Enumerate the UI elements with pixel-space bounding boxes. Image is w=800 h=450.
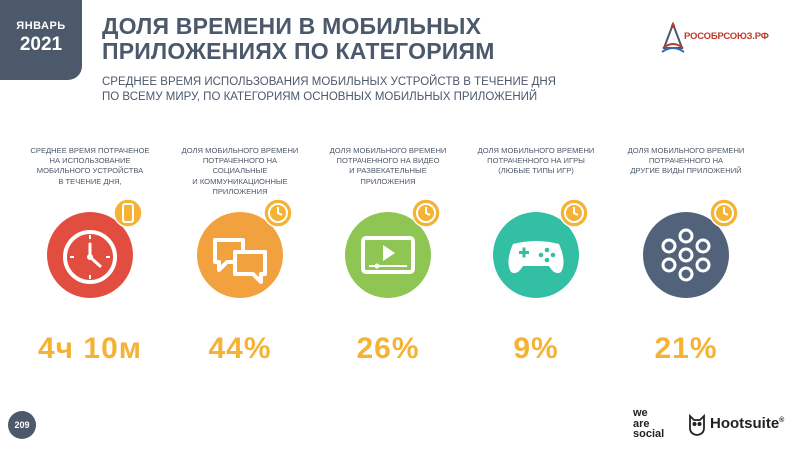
desc-line: ПРИЛОЖЕНИЯ: [360, 176, 416, 186]
gamepad-icon: [491, 198, 589, 300]
metric-description: ДОЛЯ МОБИЛЬНОГО ВРЕМЕНИ ПОТРАЧЕННОГО НА …: [328, 146, 448, 196]
hootsuite-wordmark: Hootsuite: [710, 415, 780, 432]
clock-badge-icon: [263, 198, 293, 228]
metric-social: ДОЛЯ МОБИЛЬНОГО ВРЕМЕНИ ПОТРАЧЕННОГО НА …: [180, 146, 300, 366]
owl-icon: [689, 414, 705, 436]
metric-daily-time: СРЕДНЕЕ ВРЕМЯ ПОТРАЧЕНОЕ НА ИСПОЛЬЗОВАНИ…: [30, 146, 150, 366]
desc-line: (ЛЮБЫЕ ТИПЫ ИГР): [498, 166, 574, 176]
desc-line: НА ИСПОЛЬЗОВАНИЕ: [49, 156, 131, 166]
desc-line: ДРУГИЕ ВИДЫ ПРИЛОЖЕНИЙ: [630, 166, 742, 176]
metric-video: ДОЛЯ МОБИЛЬНОГО ВРЕМЕНИ ПОТРАЧЕННОГО НА …: [328, 146, 448, 366]
date-badge: ЯНВАРЬ 2021: [0, 0, 82, 80]
desc-line: И КОММУНИКАЦИОННЫЕ: [192, 176, 288, 186]
subtitle-line-1: СРЕДНЕЕ ВРЕМЯ ИСПОЛЬЗОВАНИЯ МОБИЛЬНЫХ УС…: [102, 76, 556, 88]
partner-logo-text: РОСОБРСОЮЗ.РФ: [684, 31, 769, 42]
clock-phone-icon: [45, 198, 143, 300]
desc-line: ПОТРАЧЕННОГО НА СОЦИАЛЬНЫЕ: [202, 156, 278, 176]
desc-line: ПОТРАЧЕННОГО НА: [648, 156, 724, 166]
partner-emblem-icon: [661, 22, 685, 53]
we-are-social-logo: we are social: [633, 408, 664, 440]
desc-line: ПОТРАЧЕННОГО НА ВИДЕО: [336, 156, 440, 166]
phone-badge-icon: [113, 198, 143, 228]
metric-description: ДОЛЯ МОБИЛЬНОГО ВРЕМЕНИ ПОТРАЧЕННОГО НА …: [180, 146, 300, 196]
logo-word: are: [633, 417, 650, 430]
desc-line: СРЕДНЕЕ ВРЕМЯ ПОТРАЧЕНОЕ: [30, 146, 150, 155]
metric-value: 9%: [513, 332, 559, 365]
logo-word: we: [633, 407, 648, 419]
chat-bubbles-icon: [195, 198, 293, 300]
metric-other: ДОЛЯ МОБИЛЬНОГО ВРЕМЕНИ ПОТРАЧЕННОГО НА …: [626, 146, 746, 366]
desc-line: ПРИЛОЖЕНИЯ: [212, 186, 268, 196]
metric-value: 44%: [208, 332, 272, 365]
metric-description: СРЕДНЕЕ ВРЕМЯ ПОТРАЧЕНОЕ НА ИСПОЛЬЗОВАНИ…: [30, 146, 150, 196]
page-subtitle: СРЕДНЕЕ ВРЕМЯ ИСПОЛЬЗОВАНИЯ МОБИЛЬНЫХ УС…: [102, 75, 602, 105]
title-line-1: ДОЛЯ ВРЕМЕНИ В МОБИЛЬНЫХ: [102, 13, 482, 39]
partner-logo: РОСОБРСОЮЗ.РФ: [660, 18, 780, 58]
subtitle-line-2: ПО ВСЕМУ МИРУ, ПО КАТЕГОРИЯМ ОСНОВНЫХ МО…: [102, 91, 538, 103]
clock-badge-icon: [559, 198, 589, 228]
desc-line: ДОЛЯ МОБИЛЬНОГО ВРЕМЕНИ: [627, 146, 745, 155]
video-player-icon: [343, 198, 441, 300]
metric-description: ДОЛЯ МОБИЛЬНОГО ВРЕМЕНИ ПОТРАЧЕННОГО НА …: [626, 146, 746, 196]
metric-value: 4ч 10м: [38, 332, 142, 365]
metric-value: 21%: [654, 332, 718, 365]
trademark-mark: ®: [779, 417, 785, 424]
logo-word: social: [633, 428, 665, 440]
page-title: ДОЛЯ ВРЕМЕНИ В МОБИЛЬНЫХ ПРИЛОЖЕНИЯХ ПО …: [102, 14, 532, 64]
desc-line: ДОЛЯ МОБИЛЬНОГО ВРЕМЕНИ: [477, 146, 595, 155]
clock-badge-icon: [709, 198, 739, 228]
title-line-2: ПРИЛОЖЕНИЯХ ПО КАТЕГОРИЯМ: [102, 38, 495, 64]
desc-line: МОБИЛЬНОГО УСТРОЙСТВА: [36, 166, 144, 176]
metric-description: ДОЛЯ МОБИЛЬНОГО ВРЕМЕНИ ПОТРАЧЕННОГО НА …: [476, 146, 596, 196]
hootsuite-name: Hootsuite®: [710, 415, 784, 432]
date-month: ЯНВАРЬ: [16, 20, 66, 32]
page-number: 209: [8, 411, 36, 439]
app-grid-icon: [641, 198, 739, 300]
desc-line: В ТЕЧЕНИЕ ДНЯ,: [58, 176, 122, 186]
desc-line: ДОЛЯ МОБИЛЬНОГО ВРЕМЕНИ: [329, 146, 447, 155]
desc-line: И РАЗВЕКАТЕЛЬНЫЕ: [349, 166, 427, 176]
clock-badge-icon: [411, 198, 441, 228]
desc-line: ДОЛЯ МОБИЛЬНОГО ВРЕМЕНИ: [181, 146, 299, 155]
desc-line: ПОТРАЧЕННОГО НА ИГРЫ: [487, 156, 585, 166]
metric-games: ДОЛЯ МОБИЛЬНОГО ВРЕМЕНИ ПОТРАЧЕННОГО НА …: [476, 146, 596, 366]
metric-value: 26%: [356, 332, 420, 365]
date-year: 2021: [19, 34, 63, 55]
